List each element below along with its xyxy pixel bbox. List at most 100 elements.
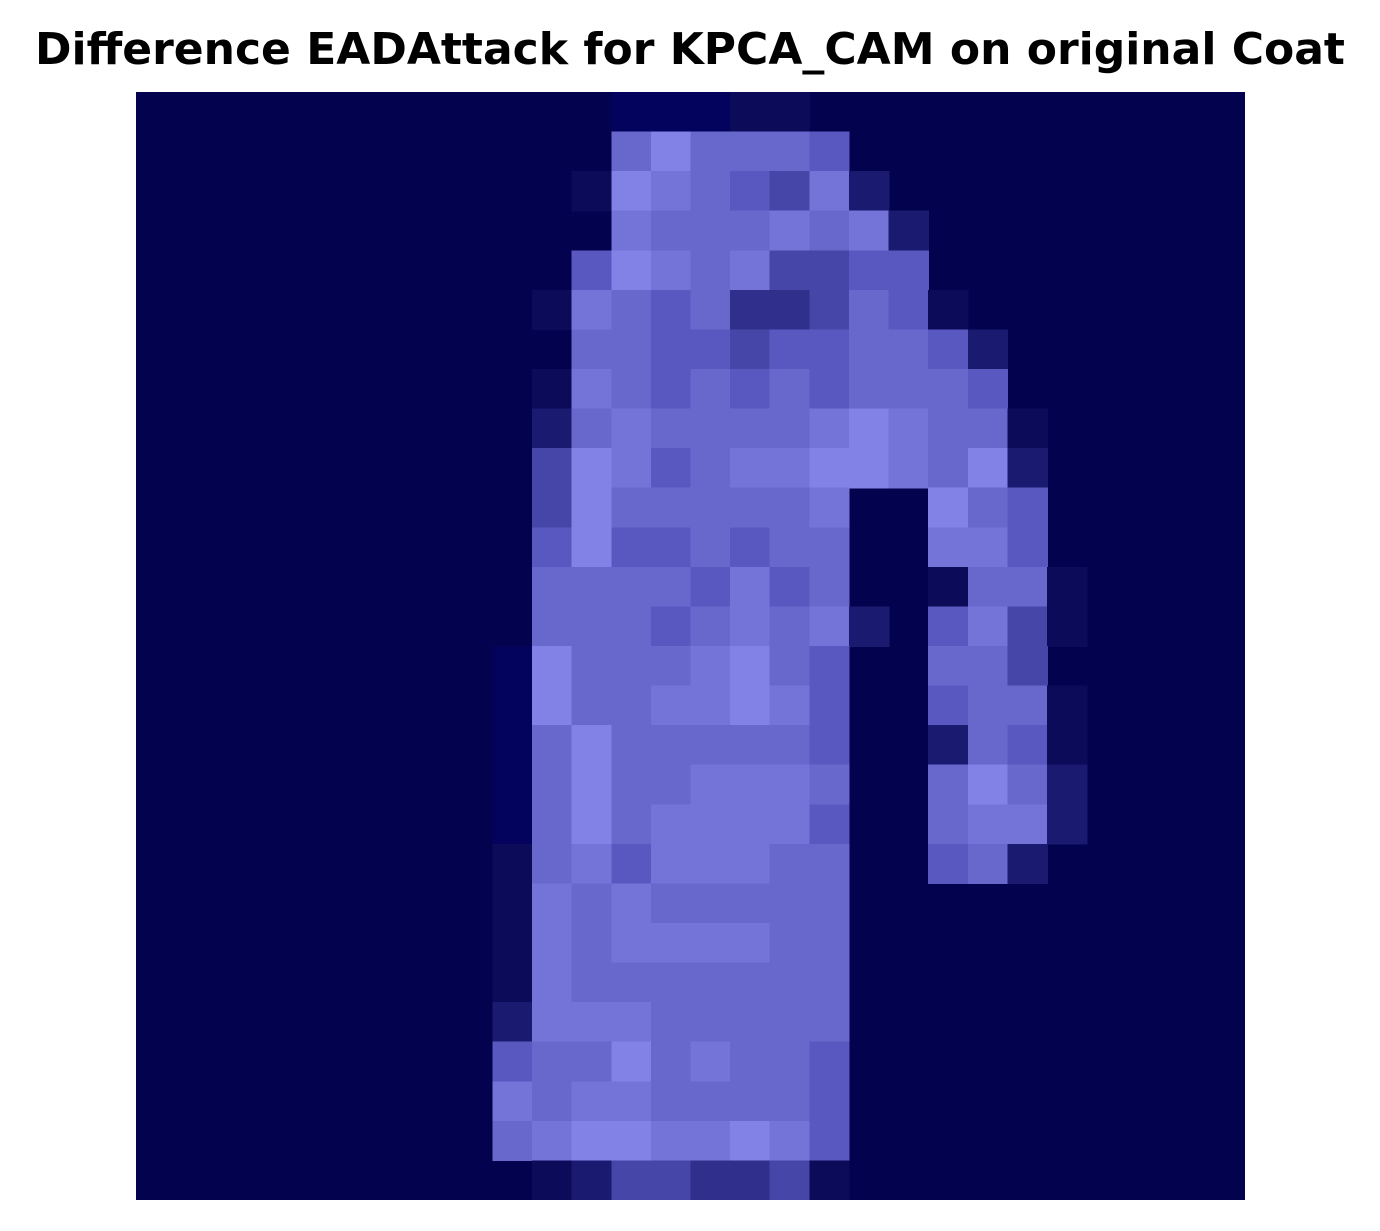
image-pixel bbox=[611, 883, 652, 924]
image-pixel bbox=[848, 408, 890, 449]
image-pixel bbox=[1007, 606, 1048, 647]
image-pixel bbox=[532, 1160, 573, 1200]
image-pixel bbox=[848, 250, 890, 291]
image-pixel bbox=[532, 962, 573, 1003]
image-pixel bbox=[809, 804, 850, 845]
image-pixel bbox=[571, 171, 613, 212]
image-pixel bbox=[492, 883, 533, 924]
image-pixel bbox=[611, 566, 652, 608]
image-pixel bbox=[769, 250, 811, 291]
figure-title: Difference EADAttack for KPCA_CAM on ori… bbox=[35, 24, 1345, 75]
image-pixel bbox=[611, 843, 652, 885]
image-pixel bbox=[967, 329, 1009, 370]
image-pixel bbox=[769, 1002, 811, 1043]
image-pixel bbox=[532, 448, 573, 489]
image-pixel bbox=[611, 171, 652, 212]
image-pixel bbox=[571, 1081, 613, 1122]
image-pixel bbox=[1007, 646, 1048, 687]
image-pixel bbox=[769, 1120, 811, 1162]
image-pixel bbox=[611, 131, 652, 172]
image-pixel bbox=[888, 369, 929, 410]
image-pixel bbox=[650, 923, 692, 964]
image-pixel bbox=[611, 487, 652, 529]
image-pixel bbox=[650, 1002, 692, 1043]
image-pixel bbox=[848, 171, 890, 212]
image-pixel bbox=[967, 527, 1009, 568]
image-pixel bbox=[650, 606, 692, 647]
image-pixel bbox=[650, 843, 692, 885]
image-pixel bbox=[492, 1120, 533, 1162]
image-pixel bbox=[928, 804, 969, 845]
image-pixel bbox=[532, 606, 573, 647]
image-pixel bbox=[532, 804, 573, 845]
image-pixel bbox=[809, 646, 850, 687]
image-pixel bbox=[730, 1160, 771, 1200]
difference-image bbox=[136, 92, 1245, 1200]
image-pixel bbox=[492, 1041, 533, 1083]
image-pixel bbox=[532, 1081, 573, 1122]
image-pixel bbox=[492, 962, 533, 1003]
image-pixel bbox=[730, 289, 771, 331]
image-pixel bbox=[650, 487, 692, 529]
image-pixel bbox=[1046, 606, 1088, 647]
image-pixel bbox=[769, 566, 811, 608]
image-pixel bbox=[1007, 725, 1048, 766]
image-pixel bbox=[492, 1081, 533, 1122]
image-pixel bbox=[650, 764, 692, 806]
image-pixel bbox=[809, 1002, 850, 1043]
image-pixel bbox=[809, 962, 850, 1003]
image-pixel bbox=[492, 1002, 533, 1043]
image-pixel bbox=[928, 329, 969, 370]
image-pixel bbox=[571, 962, 613, 1003]
image-pixel bbox=[571, 725, 613, 766]
image-pixel bbox=[532, 843, 573, 885]
image-pixel bbox=[809, 1041, 850, 1083]
image-pixel bbox=[1007, 843, 1048, 885]
image-pixel bbox=[532, 487, 573, 529]
image-pixel bbox=[730, 329, 771, 370]
image-pixel bbox=[690, 725, 731, 766]
image-pixel bbox=[769, 448, 811, 489]
image-pixel bbox=[967, 804, 1009, 845]
image-pixel bbox=[928, 606, 969, 647]
image-pixel bbox=[690, 804, 731, 845]
image-pixel bbox=[967, 843, 1009, 885]
image-pixel bbox=[690, 923, 731, 964]
image-pixel bbox=[650, 1160, 692, 1200]
image-pixel bbox=[492, 843, 533, 885]
image-pixel bbox=[730, 685, 771, 726]
image-pixel bbox=[571, 606, 613, 647]
pixel-heatmap-image bbox=[136, 92, 1245, 1200]
image-pixel bbox=[967, 764, 1009, 806]
image-pixel bbox=[690, 289, 731, 331]
image-pixel bbox=[1046, 725, 1088, 766]
image-pixel bbox=[848, 289, 890, 331]
image-pixel bbox=[690, 329, 731, 370]
image-pixel bbox=[730, 1120, 771, 1162]
image-pixel bbox=[888, 329, 929, 370]
image-pixel bbox=[730, 1002, 771, 1043]
image-pixel bbox=[571, 566, 613, 608]
image-pixel bbox=[730, 923, 771, 964]
image-pixel bbox=[809, 923, 850, 964]
image-pixel bbox=[809, 408, 850, 449]
image-pixel bbox=[650, 685, 692, 726]
image-pixel bbox=[809, 566, 850, 608]
image-pixel bbox=[532, 1041, 573, 1083]
image-pixel bbox=[650, 210, 692, 252]
image-pixel bbox=[1007, 408, 1048, 449]
image-pixel bbox=[611, 962, 652, 1003]
image-pixel bbox=[769, 804, 811, 845]
image-pixel bbox=[730, 527, 771, 568]
image-pixel bbox=[611, 448, 652, 489]
image-pixel bbox=[769, 1081, 811, 1122]
image-pixel bbox=[967, 448, 1009, 489]
image-pixel bbox=[650, 250, 692, 291]
image-pixel bbox=[571, 1041, 613, 1083]
image-pixel bbox=[809, 487, 850, 529]
image-pixel bbox=[650, 804, 692, 845]
image-pixel bbox=[769, 1041, 811, 1083]
image-pixel bbox=[492, 804, 533, 845]
image-pixel bbox=[492, 764, 533, 806]
image-pixel bbox=[967, 487, 1009, 529]
